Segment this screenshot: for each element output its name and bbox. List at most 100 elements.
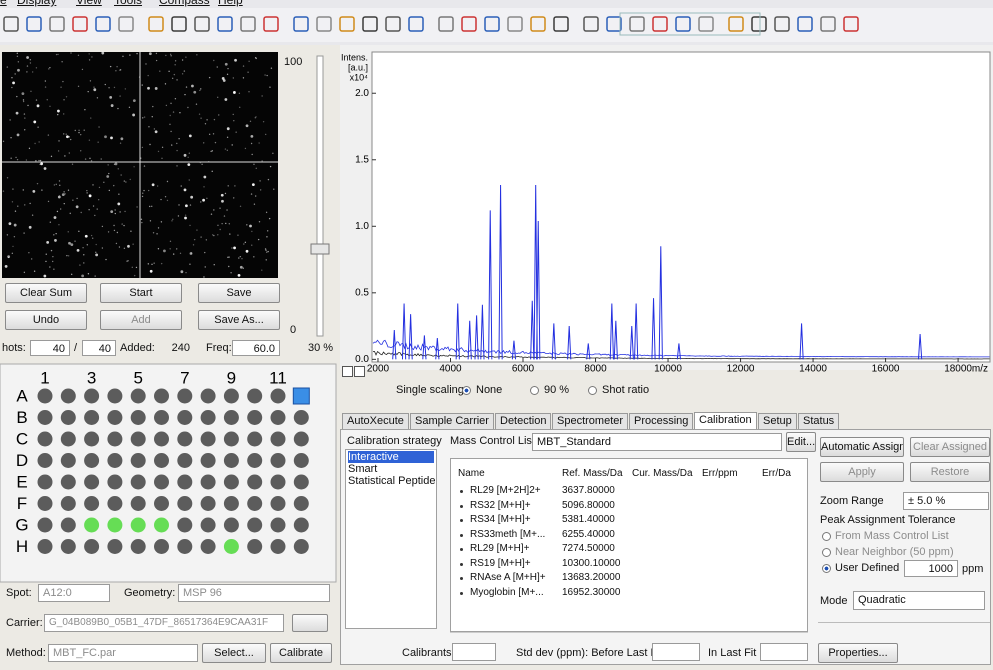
tab[interactable]: Sample Carrier: [410, 413, 494, 429]
well: [131, 539, 146, 554]
camera-speckle: [113, 185, 114, 186]
camera-speckle: [24, 129, 25, 130]
camera-speckle: [266, 252, 267, 253]
camera-speckle: [130, 231, 131, 232]
apply-button[interactable]: Apply: [820, 462, 904, 482]
menu-item[interactable]: Help: [218, 0, 243, 7]
camera-speckle: [3, 141, 4, 142]
camera-speckle: [113, 225, 114, 226]
camera-speckle: [127, 260, 128, 261]
camera-speckle: [161, 158, 162, 159]
eject-button[interactable]: [292, 614, 328, 632]
mass-list-dropdown[interactable]: MBT_Standard: [532, 433, 782, 451]
camera-speckle: [211, 213, 212, 214]
camera-speckle: [26, 56, 29, 59]
select-button[interactable]: Select...: [202, 643, 266, 663]
camera-speckle: [136, 267, 137, 268]
camera-speckle: [108, 231, 109, 232]
camera-speckle: [141, 219, 142, 220]
camera-speckle: [66, 96, 67, 97]
strategy-item[interactable]: Statistical Peptide: [348, 475, 434, 487]
zoom-dropdown[interactable]: ± 5.0 %: [903, 492, 989, 510]
tab[interactable]: Detection: [495, 413, 551, 429]
radio[interactable]: [462, 386, 471, 395]
tab[interactable]: Calibration: [694, 412, 757, 429]
camera-speckle: [7, 234, 8, 235]
camera-speckle: [24, 204, 25, 205]
checkbox[interactable]: [342, 366, 353, 377]
well: [84, 496, 99, 511]
camera-speckle: [228, 256, 229, 257]
camera-speckle: [115, 70, 116, 71]
tolerance-option: Near Neighbor (50 ppm): [835, 545, 954, 559]
well: [271, 496, 286, 511]
properties-button[interactable]: Properties...: [818, 643, 898, 663]
tab[interactable]: Spectrometer: [552, 413, 628, 429]
tab[interactable]: AutoXecute: [342, 413, 409, 429]
camera-speckle: [171, 144, 172, 145]
acquisition-button[interactable]: Save: [198, 283, 280, 303]
radio[interactable]: [822, 564, 831, 573]
camera-speckle: [271, 68, 272, 69]
acquisition-button[interactable]: Start: [100, 283, 182, 303]
restore-button[interactable]: Restore: [910, 462, 990, 482]
camera-speckle: [219, 229, 220, 230]
tab[interactable]: Processing: [629, 413, 693, 429]
menu-item[interactable]: e: [0, 0, 7, 7]
table-cell: RL29 [M+H]+: [470, 542, 529, 556]
menu-item[interactable]: Tools: [114, 0, 142, 7]
well: [247, 410, 262, 425]
camera-speckle: [238, 257, 239, 258]
camera-speckle: [14, 236, 15, 237]
acquisition-button[interactable]: Clear Sum: [5, 283, 87, 303]
camera-speckle: [34, 271, 35, 272]
camera-speckle: [229, 233, 230, 234]
camera-speckle: [88, 53, 89, 54]
user-defined-field[interactable]: 1000: [904, 560, 958, 577]
checkbox[interactable]: [354, 366, 365, 377]
camera-speckle: [240, 206, 241, 207]
camera-speckle: [57, 211, 58, 212]
camera-speckle: [17, 159, 18, 160]
radio[interactable]: [588, 386, 597, 395]
camera-speckle: [214, 264, 215, 265]
camera-speckle: [142, 84, 143, 85]
camera-speckle: [157, 185, 158, 186]
camera-speckle: [258, 239, 259, 240]
camera-speckle: [51, 156, 52, 157]
strategy-item[interactable]: Smart: [348, 463, 434, 475]
added-value: 240: [160, 341, 190, 355]
radio[interactable]: [822, 548, 831, 557]
calibrate-button[interactable]: Calibrate: [270, 643, 332, 663]
mode-dropdown[interactable]: Quadratic: [853, 591, 985, 610]
edit-button[interactable]: Edit...: [786, 432, 816, 452]
menu-item[interactable]: Display: [17, 0, 56, 7]
strategy-item[interactable]: Interactive: [348, 451, 434, 463]
acquisition-button[interactable]: Undo: [5, 310, 87, 330]
camera-speckle: [189, 152, 190, 153]
camera-speckle: [240, 256, 241, 257]
camera-speckle: [11, 87, 12, 88]
acquisition-button[interactable]: Save As...: [198, 310, 280, 330]
camera-speckle: [231, 247, 232, 248]
acquisition-button[interactable]: Add: [100, 310, 182, 330]
camera-speckle: [88, 209, 89, 210]
clear-assigned-button[interactable]: Clear Assigned: [910, 437, 990, 457]
camera-speckle: [40, 160, 41, 161]
well: [177, 518, 192, 533]
camera-speckle: [90, 80, 91, 81]
auto-assign-button[interactable]: Automatic Assign: [820, 437, 904, 457]
camera-speckle: [122, 56, 123, 57]
camera-speckle: [70, 52, 71, 53]
radio[interactable]: [530, 386, 539, 395]
camera-speckle: [120, 137, 123, 140]
menu-item[interactable]: View: [76, 0, 102, 7]
camera-speckle: [57, 110, 60, 113]
tab[interactable]: Setup: [758, 413, 797, 429]
plate-row-label: C: [16, 429, 28, 448]
camera-speckle: [261, 160, 262, 161]
tab[interactable]: Status: [798, 413, 839, 429]
menu-item[interactable]: Compass: [159, 0, 210, 7]
well: [201, 453, 216, 468]
radio[interactable]: [822, 532, 831, 541]
